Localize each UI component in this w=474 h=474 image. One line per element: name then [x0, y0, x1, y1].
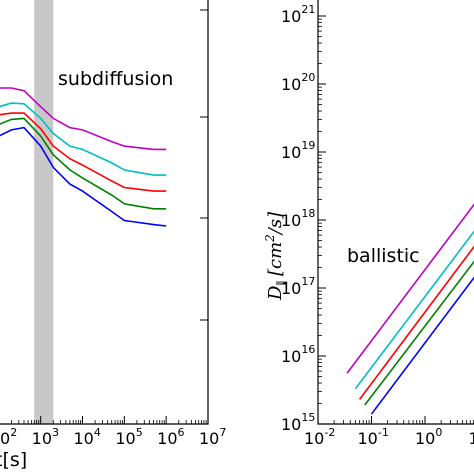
left-x-tick-label: 104 — [74, 426, 101, 448]
right-y-tick-label: 1021 — [281, 3, 315, 26]
left-series-line-5 — [0, 126, 167, 227]
right-series-line-2 — [354, 230, 474, 390]
ylabel-sub: ∥ — [275, 280, 289, 286]
left-x-tick-label: 106 — [157, 426, 184, 448]
right-y-tick-label: 1019 — [281, 139, 315, 162]
right-x-tick-label: 10-1 — [358, 426, 389, 448]
right-ylabel: D∥ [cm2/s] — [263, 211, 289, 301]
right-x-tick-label: 101 — [469, 426, 474, 448]
left-annotation: subdiffusion — [58, 68, 173, 90]
right-panel-frame — [317, 0, 474, 425]
ylabel-units: [cm — [265, 242, 286, 276]
left-x-tick-label: 105 — [115, 426, 142, 448]
right-panel: 1015 1016 1017 1018 1019 1020 1021 10-2 10-1 100 1… — [263, 0, 474, 448]
left-x-tick-label: 103 — [32, 426, 59, 448]
left-x-tick-label: 107 — [199, 426, 226, 448]
right-y-tick-label: 1020 — [281, 71, 315, 94]
left-series-line-3 — [0, 112, 167, 192]
left-x-tick-label: 102 — [0, 426, 17, 448]
right-series-line-5 — [370, 276, 474, 415]
right-x-tick-label: 10-2 — [304, 426, 335, 448]
ylabel-units-end: /s] — [265, 211, 286, 236]
ylabel-units-exp: 2 — [263, 234, 277, 243]
left-series-line-1 — [0, 87, 167, 151]
right-x-tick-label: 100 — [415, 426, 442, 448]
svg-text:D∥[cm2/s]: D∥ [cm2/s] — [263, 211, 289, 301]
left-panel: 102 103 104 105 106 107 subdiffusion t[s] — [0, 0, 226, 471]
left-xlabel: t[s] — [0, 449, 27, 471]
left-series-line-4 — [0, 117, 167, 210]
right-series-line-3 — [358, 245, 474, 400]
shaded-band — [34, 0, 54, 424]
right-series-line-4 — [364, 260, 474, 406]
right-y-tick-label: 1016 — [281, 343, 315, 366]
right-y-tick-label: 1017 — [281, 275, 315, 298]
left-panel-frame — [0, 0, 209, 425]
right-y-tick-label: 1015 — [281, 411, 315, 434]
right-series-line-1 — [346, 203, 474, 374]
ylabel-main: D — [265, 285, 286, 301]
left-series-line-2 — [0, 102, 167, 176]
right-y-tick-label: 1018 — [281, 207, 315, 230]
right-annotation: ballistic — [347, 245, 420, 267]
